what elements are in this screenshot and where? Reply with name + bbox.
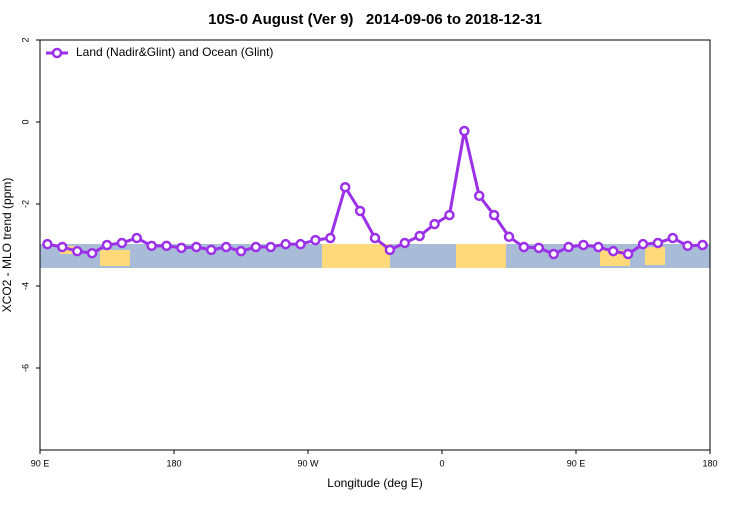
y-tick-label: -2 <box>20 200 30 208</box>
point <box>682 240 693 252</box>
x-tick-label: 180 <box>702 458 717 468</box>
point <box>191 241 202 253</box>
point <box>86 247 98 259</box>
y-tick-label: 2 <box>20 37 30 42</box>
point <box>533 242 545 254</box>
land <box>322 244 390 268</box>
point <box>176 242 187 254</box>
x-tick-label: 90 W <box>297 458 319 468</box>
point <box>146 240 157 252</box>
point <box>473 190 485 202</box>
point <box>369 232 381 244</box>
point <box>563 241 574 253</box>
point <box>116 237 128 249</box>
point <box>578 239 589 251</box>
point <box>697 239 708 251</box>
legend-label: Land (Nadir&Glint) and Ocean (Glint) <box>76 45 273 59</box>
point <box>384 244 396 256</box>
point <box>220 241 232 253</box>
point <box>518 241 530 253</box>
point <box>488 209 500 221</box>
point <box>339 181 351 193</box>
point <box>42 238 53 250</box>
point <box>265 241 277 253</box>
point <box>250 241 262 253</box>
x-tick-label: 0 <box>439 458 444 468</box>
chart-title: 10S-0 August (Ver 9) 2014-09-06 to 2018-… <box>208 11 542 28</box>
x-tick-label: 90 E <box>31 458 50 468</box>
x-tick-label: 90 E <box>567 458 586 468</box>
point <box>652 237 664 249</box>
point <box>637 238 649 250</box>
point <box>161 240 172 252</box>
point <box>444 209 455 221</box>
land <box>100 250 130 266</box>
point <box>235 245 247 257</box>
point <box>593 241 604 253</box>
x-tick-label: 180 <box>166 458 181 468</box>
point <box>101 239 113 251</box>
y-tick-label: 0 <box>20 119 30 124</box>
point <box>71 245 83 257</box>
land <box>456 244 506 268</box>
legend-marker <box>51 47 63 59</box>
x-axis-label: Longitude (deg E) <box>327 476 422 490</box>
y-tick-label: -4 <box>20 282 30 290</box>
point <box>131 232 143 244</box>
point <box>548 248 559 260</box>
land <box>645 247 665 265</box>
point <box>667 232 679 244</box>
point <box>429 218 440 230</box>
point <box>325 232 336 244</box>
point <box>310 234 321 246</box>
point <box>399 237 411 249</box>
point <box>414 230 425 242</box>
point <box>503 231 515 243</box>
point <box>354 205 366 217</box>
plot-frame <box>39 39 711 451</box>
point <box>622 248 634 260</box>
y-axis-label: XCO2 - MLO trend (ppm) <box>0 178 14 313</box>
point <box>607 245 619 257</box>
y-tick-label: -6 <box>20 364 30 372</box>
point <box>280 238 291 250</box>
point <box>295 238 306 250</box>
point <box>459 125 470 137</box>
point <box>57 241 68 253</box>
point <box>205 244 217 256</box>
